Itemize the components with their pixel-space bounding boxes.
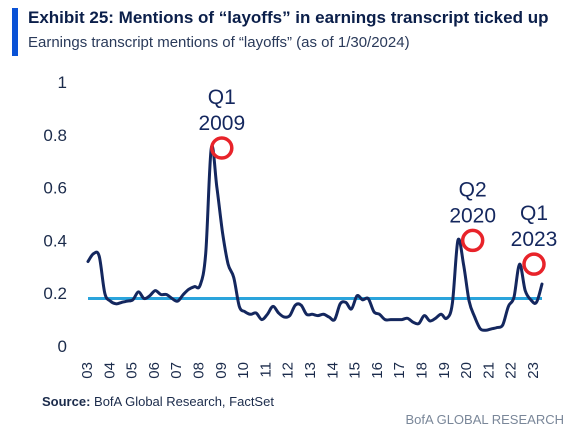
x-tick-label: 16: [369, 362, 386, 379]
series-line: [86, 144, 544, 332]
x-tick-label: 04: [101, 362, 118, 379]
x-tick-label: 20: [458, 362, 475, 379]
x-tick-label: 19: [436, 362, 453, 379]
annotation-label: 2023: [511, 228, 558, 251]
title-accent-bar: [12, 8, 18, 56]
x-tick-label: 10: [235, 362, 252, 379]
x-tick-label: 07: [168, 362, 185, 379]
x-tick-label: 12: [280, 362, 297, 379]
source-text: BofA Global Research, FactSet: [90, 394, 274, 409]
x-tick-label: 23: [525, 362, 542, 379]
x-tick-label: 17: [391, 362, 408, 379]
y-tick-label: 0.8: [43, 126, 67, 145]
x-tick-label: 13: [302, 362, 319, 379]
source-note: Source: BofA Global Research, FactSet: [42, 394, 274, 409]
peak-highlight-circle: [522, 252, 546, 276]
x-tick-label: 11: [257, 362, 274, 378]
x-tick-label: 05: [124, 362, 141, 379]
annotation-label: 2020: [449, 204, 496, 227]
chart-subtitle: Earnings transcript mentions of “layoffs…: [28, 34, 410, 51]
y-tick-label: 1: [58, 73, 67, 92]
peak-annotations: Q1 2009 Q2 2020 Q1 2023: [198, 86, 558, 276]
annotation-label: Q1: [208, 86, 236, 109]
y-tick-label: 0.4: [43, 231, 67, 250]
source-label: Source:: [42, 394, 91, 409]
x-tick-label: 09: [213, 362, 230, 379]
y-tick-label: 0.2: [43, 284, 67, 303]
x-tick-label: 14: [324, 362, 341, 379]
annotation-label: 2009: [198, 112, 245, 135]
annotation-label: Q2: [459, 178, 487, 201]
peak-highlight-circle: [460, 228, 485, 253]
y-tick-label: 0: [58, 337, 67, 356]
x-tick-label: 08: [190, 362, 207, 379]
y-axis-ticks: 0 0.2 0.4 0.6 0.8 1: [43, 73, 67, 356]
peak-highlight-circle: [210, 136, 234, 160]
brand-label: BofA GLOBAL RESEARCH: [405, 412, 564, 427]
x-tick-label: 03: [79, 362, 96, 379]
x-tick-label: 06: [146, 362, 163, 379]
x-axis-ticks: 03 04 05 06 07 08 09 10 11 12 13 14 15 16 17 18 19 20 21 22…: [79, 362, 542, 379]
annotation-label: Q1: [520, 202, 548, 225]
chart-title: Exhibit 25: Mentions of “layoffs” in ear…: [28, 8, 549, 27]
x-tick-label: 18: [413, 362, 430, 379]
x-tick-label: 15: [347, 362, 364, 379]
x-tick-label: 22: [503, 362, 520, 379]
y-tick-label: 0.6: [43, 179, 67, 198]
x-tick-label: 21: [480, 362, 497, 379]
